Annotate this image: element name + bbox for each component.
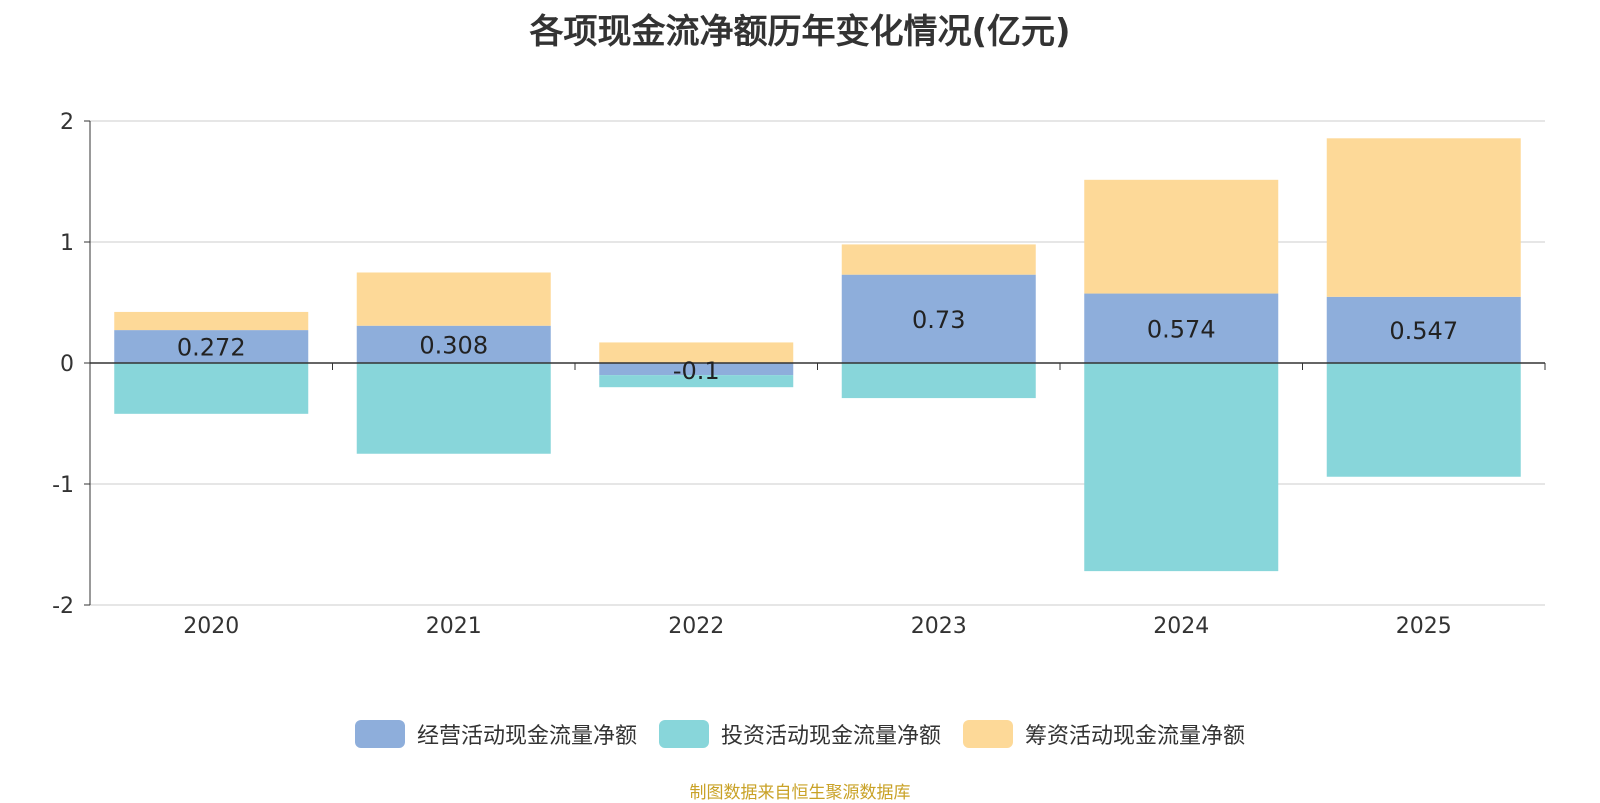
- bar-2024-series-0: [1084, 293, 1279, 363]
- data-label-2021: 0.308: [419, 331, 488, 359]
- bar-2020-series-0: [114, 330, 309, 363]
- legend-label-investing: 投资活动现金流量净额: [720, 724, 941, 749]
- legend-swatch-investing: [658, 720, 709, 748]
- bar-2025-series-2: [1326, 138, 1521, 297]
- y-tick-label: -2: [52, 594, 74, 619]
- data-source-note: 制图数据来自恒生聚源数据库: [689, 783, 911, 803]
- y-tick-label: 1: [60, 231, 74, 256]
- bar-2021-series-0: [356, 325, 551, 363]
- bar-2020-series-2: [114, 311, 309, 331]
- bar-2025-series-0: [1326, 296, 1521, 363]
- legend-swatch-financing: [963, 720, 1013, 748]
- x-tick-label-2021: 2021: [426, 614, 482, 639]
- data-label-2023: 0.73: [912, 306, 965, 334]
- y-tick-label: 0: [60, 352, 74, 377]
- bar-2023-series-1: [841, 363, 1036, 399]
- bar-2020-series-1: [114, 363, 309, 414]
- bar-2021-series-2: [356, 272, 551, 326]
- bar-2023-series-0: [841, 274, 1036, 363]
- data-label-2025: 0.547: [1389, 317, 1458, 345]
- legend-item-financing[interactable]: 筹资活动现金流量净额: [963, 718, 1245, 750]
- data-label-2022: -0.1: [673, 357, 720, 385]
- bar-2024-series-2: [1084, 179, 1279, 294]
- bar-2025-series-1: [1326, 363, 1521, 477]
- x-tick-label-2025: 2025: [1396, 614, 1452, 639]
- legend: 经营活动现金流量净额 投资活动现金流量净额 筹资活动现金流量净额: [0, 718, 1600, 750]
- bar-2023-series-2: [841, 244, 1036, 275]
- chart-title: 各项现金流净额历年变化情况(亿元): [529, 12, 1071, 52]
- x-tick-label-2024: 2024: [1153, 614, 1209, 639]
- x-tick-label-2020: 2020: [183, 614, 239, 639]
- y-tick-label: -1: [52, 473, 74, 498]
- bar-2024-series-1: [1084, 363, 1279, 572]
- data-label-2020: 0.272: [177, 334, 246, 362]
- bar-2022-series-2: [599, 342, 794, 363]
- legend-label-financing: 筹资活动现金流量净额: [1025, 724, 1246, 749]
- bar-2021-series-1: [356, 363, 551, 454]
- y-tick-label: 2: [60, 110, 74, 135]
- bar-2022-series-0: [599, 363, 794, 376]
- legend-item-operating[interactable]: 经营活动现金流量净额: [354, 718, 637, 750]
- legend-label-operating: 经营活动现金流量净额: [416, 724, 637, 749]
- legend-item-investing[interactable]: 投资活动现金流量净额: [658, 718, 941, 750]
- x-tick-label-2023: 2023: [911, 614, 967, 639]
- legend-swatch-operating: [354, 720, 405, 748]
- data-label-2024: 0.574: [1147, 315, 1216, 343]
- x-tick-label-2022: 2022: [668, 614, 724, 639]
- bar-2022-series-1: [599, 375, 794, 388]
- stacked-bar-chart: 2 1 0 -1 -2 0.272 2020 0.308 2021 -0.1 2022 0.73 202…: [52, 110, 1546, 639]
